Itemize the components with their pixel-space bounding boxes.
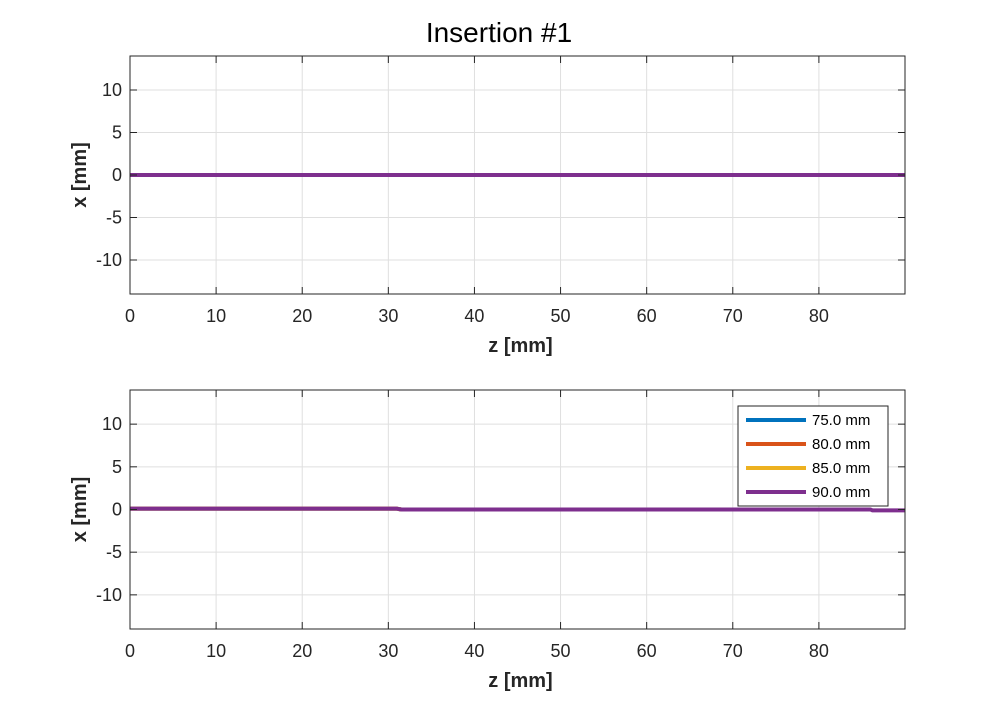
x-axis-label: z [mm] [488, 335, 552, 357]
x-tick-label: 70 [723, 306, 743, 326]
figure-title: Insertion #1 [426, 17, 572, 48]
x-tick-label: 80 [809, 641, 829, 661]
y-axis-label: x [mm] [69, 142, 91, 208]
legend-entry: 80.0 mm [812, 436, 870, 453]
legend-box [737, 405, 889, 507]
y-tick-label: -5 [106, 542, 122, 562]
x-tick-label: 0 [125, 306, 135, 326]
y-axis-label: x [mm] [69, 477, 91, 543]
x-tick-label: 80 [809, 306, 829, 326]
y-tick-label: 5 [112, 123, 122, 143]
x-tick-label: 60 [637, 641, 657, 661]
x-tick-label: 20 [292, 641, 312, 661]
y-tick-label: -5 [106, 208, 122, 228]
x-tick-label: 50 [551, 306, 571, 326]
y-tick-label: 0 [112, 500, 122, 520]
x-tick-label: 70 [723, 641, 743, 661]
legend: 75.0 mm 80.0 mm 85.0 mm 90.0 mm [737, 405, 889, 507]
x-tick-label: 40 [464, 306, 484, 326]
x-tick-label: 50 [551, 641, 571, 661]
x-tick-label: 30 [378, 306, 398, 326]
x-tick-label: 60 [637, 306, 657, 326]
x-axis-label: z [mm] [488, 670, 552, 692]
x-tick-label: 40 [464, 641, 484, 661]
y-tick-label: -10 [96, 585, 122, 605]
series-line [130, 506, 905, 513]
y-tick-label: 10 [102, 414, 122, 434]
x-tick-label: 10 [206, 641, 226, 661]
legend-entry: 85.0 mm [812, 460, 870, 477]
y-tick-label: 0 [112, 165, 122, 185]
legend-entry: 75.0 mm [812, 412, 870, 429]
x-tick-label: 30 [378, 641, 398, 661]
y-tick-label: 10 [102, 80, 122, 100]
legend-entry: 90.0 mm [812, 484, 870, 501]
x-tick-label: 10 [206, 306, 226, 326]
y-tick-label: 5 [112, 457, 122, 477]
x-tick-label: 20 [292, 306, 312, 326]
y-tick-label: -10 [96, 250, 122, 270]
x-tick-label: 0 [125, 641, 135, 661]
